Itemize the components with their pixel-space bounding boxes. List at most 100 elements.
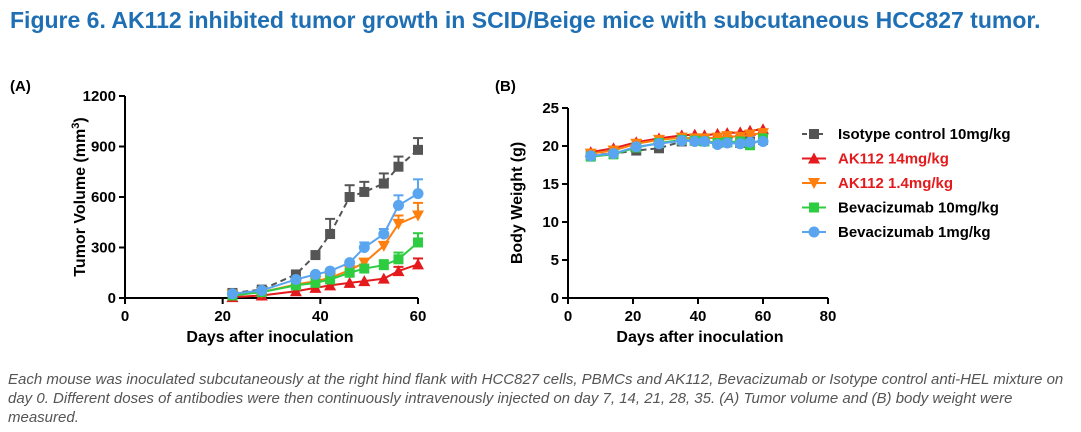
- legend-marker: [808, 152, 820, 164]
- data-point: [344, 267, 355, 278]
- legend-marker: [809, 202, 819, 213]
- x-tick-label: 60: [410, 308, 427, 325]
- legend-marker: [808, 226, 820, 238]
- data-point: [699, 135, 710, 147]
- figure-caption: Each mouse was inoculated subcutaneously…: [8, 371, 1064, 426]
- legend-item: Isotype control 10mg/kg: [802, 126, 1011, 143]
- y-tick-label: 600: [91, 189, 116, 206]
- x-tick-label: 20: [214, 308, 231, 325]
- data-point: [413, 237, 423, 248]
- data-point: [309, 268, 321, 280]
- panel-b-label: (B): [495, 78, 516, 95]
- legend-label: Bevacizumab 1mg/kg: [838, 224, 991, 241]
- y-tick-label: 15: [542, 176, 559, 193]
- data-point: [325, 229, 336, 240]
- data-point: [358, 242, 370, 253]
- data-point: [325, 274, 336, 285]
- data-point: [289, 285, 302, 297]
- data-point: [358, 257, 371, 269]
- data-point: [585, 150, 597, 162]
- y-tick-label: 10: [542, 214, 559, 231]
- data-point: [744, 129, 756, 141]
- data-point: [413, 144, 423, 155]
- tumor-series-1: [226, 257, 424, 303]
- data-point: [712, 138, 723, 150]
- legend-label: AK112 1.4mg/kg: [838, 175, 953, 192]
- x-tick-label: 40: [312, 308, 329, 325]
- data-point: [653, 138, 665, 150]
- data-point: [377, 240, 390, 252]
- y-axis-label: Body Weight (g): [509, 142, 526, 264]
- y-tick-label: 25: [542, 100, 559, 117]
- data-point: [290, 273, 302, 285]
- data-point: [310, 250, 321, 261]
- tumor-series-3: [227, 232, 423, 301]
- data-point: [392, 265, 405, 277]
- legend-marker: [809, 129, 819, 139]
- legend-item: AK112 14mg/kg: [802, 151, 949, 168]
- data-point: [412, 188, 424, 200]
- data-point: [412, 210, 424, 222]
- data-point: [393, 254, 404, 265]
- data-point: [290, 280, 301, 291]
- x-tick-label: 0: [564, 308, 572, 325]
- data-point: [344, 257, 356, 269]
- legend-label: Isotype control 10mg/kg: [838, 126, 1011, 143]
- data-point: [744, 136, 756, 148]
- data-point: [676, 135, 688, 147]
- data-point: [378, 178, 389, 189]
- data-point: [377, 272, 390, 284]
- weight-series-4: [585, 135, 769, 162]
- legend-marker: [808, 178, 820, 189]
- data-point: [412, 258, 424, 270]
- series-line: [232, 241, 419, 297]
- data-point: [226, 288, 238, 300]
- y-tick-label: 0: [551, 290, 559, 307]
- data-point: [343, 276, 356, 288]
- data-point: [608, 148, 619, 160]
- series-line: [232, 192, 419, 295]
- data-point: [344, 192, 355, 202]
- data-point: [256, 284, 268, 296]
- data-point: [324, 279, 337, 291]
- data-point: [359, 263, 370, 274]
- y-tick-label: 1200: [83, 88, 116, 105]
- data-point: [721, 137, 733, 149]
- data-point: [721, 131, 734, 143]
- data-point: [630, 141, 642, 153]
- figure-title: Figure 6. AK112 inhibited tumor growth i…: [10, 7, 1041, 33]
- y-tick-label: 900: [91, 139, 116, 156]
- y-tick-label: 300: [91, 240, 116, 257]
- x-tick-label: 80: [820, 308, 837, 325]
- x-tick-label: 40: [690, 308, 707, 325]
- x-axis-label: Days after inoculation: [616, 329, 783, 346]
- panel-a-label: (A): [10, 78, 31, 95]
- y-tick-label: 5: [551, 252, 559, 269]
- data-point: [378, 228, 390, 240]
- legend-label: AK112 14mg/kg: [838, 151, 949, 168]
- data-point: [757, 135, 769, 147]
- series-line: [232, 263, 419, 299]
- data-point: [310, 277, 321, 288]
- y-axis-label: Tumor Volume (mm3): [70, 117, 89, 276]
- data-point: [324, 265, 336, 277]
- data-point: [359, 186, 370, 197]
- data-point: [734, 138, 746, 150]
- legend: Isotype control 10mg/kg AK112 14mg/kg AK11…: [802, 126, 1011, 241]
- legend-item: AK112 1.4mg/kg: [802, 175, 953, 192]
- y-tick-label: 20: [542, 138, 559, 155]
- data-point: [393, 161, 404, 172]
- legend-label: Bevacizumab 10mg/kg: [838, 200, 999, 217]
- data-point: [392, 199, 404, 211]
- data-point: [378, 260, 389, 271]
- legend-item: Bevacizumab 10mg/kg: [802, 200, 999, 217]
- x-axis-label: Days after inoculation: [186, 329, 353, 346]
- x-tick-label: 0: [121, 308, 129, 325]
- data-point: [358, 275, 371, 287]
- data-point: [689, 135, 701, 147]
- tumor-series-4: [226, 178, 424, 300]
- legend-item: Bevacizumab 1mg/kg: [802, 224, 991, 241]
- series-line: [232, 149, 419, 294]
- x-tick-label: 60: [755, 308, 772, 325]
- y-tick-label: 0: [108, 290, 116, 307]
